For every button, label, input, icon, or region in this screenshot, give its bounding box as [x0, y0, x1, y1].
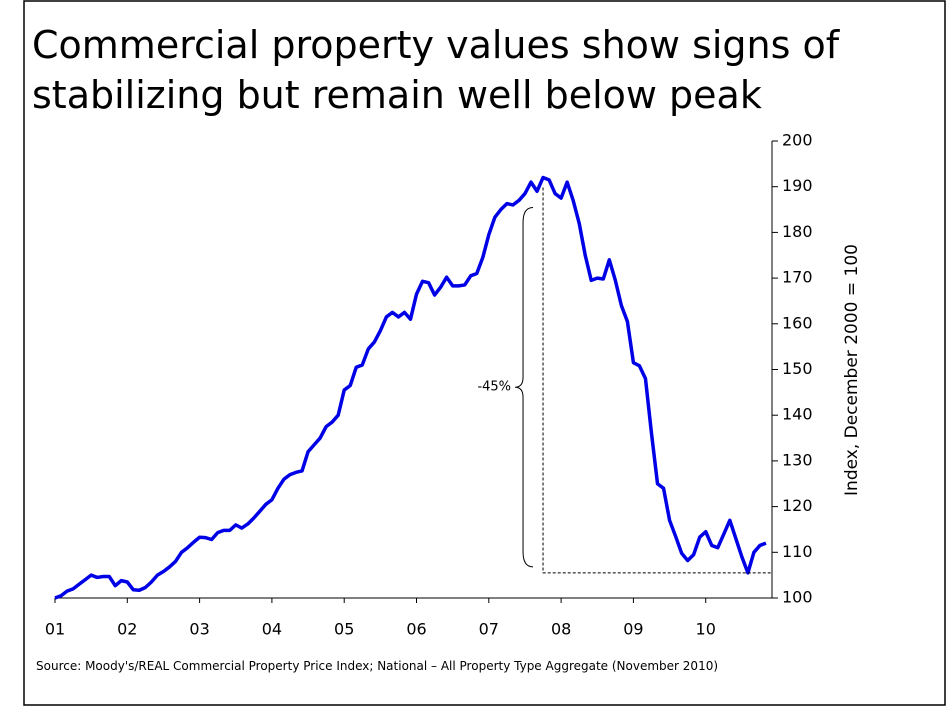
y-axis-label: Index, December 2000 = 100	[842, 244, 862, 496]
x-tick-label: 10	[696, 620, 716, 639]
chart-title: Commercial property values show signs of	[32, 23, 841, 67]
frame	[23, 0, 946, 706]
x-tick-label: 04	[262, 620, 282, 639]
x-tick-label: 05	[334, 620, 354, 639]
data-line	[54, 175, 767, 600]
y-tick-label: 200	[782, 131, 813, 150]
y-tick-label: 150	[782, 359, 813, 378]
x-tick-label: 01	[45, 620, 65, 639]
y-tick-label: 110	[782, 542, 813, 561]
chart-title: stabilizing but remain well below peak	[32, 73, 762, 117]
x-tick-label: 09	[623, 620, 643, 639]
y-tick-label: 190	[782, 176, 813, 195]
y-tick-label: 170	[782, 268, 813, 287]
x-tick-label: 06	[406, 620, 426, 639]
y-tick-label: 180	[782, 222, 813, 241]
x-tick-label: 02	[117, 620, 137, 639]
y-tick-label: 140	[782, 405, 813, 424]
x-tick-label: 03	[189, 620, 209, 639]
annotation: -45%	[477, 380, 511, 395]
y-tick-label: 100	[782, 588, 813, 607]
peak-trough-guide	[542, 187, 772, 574]
x-tick-label: 08	[551, 620, 571, 639]
source-note: Source: Moody's/REAL Commercial Property…	[36, 659, 718, 673]
brace	[515, 207, 534, 568]
y-tick-label: 130	[782, 450, 813, 469]
y-tick-label: 120	[782, 496, 813, 515]
y-tick-label: 160	[782, 313, 813, 332]
x-tick-label: 07	[479, 620, 499, 639]
